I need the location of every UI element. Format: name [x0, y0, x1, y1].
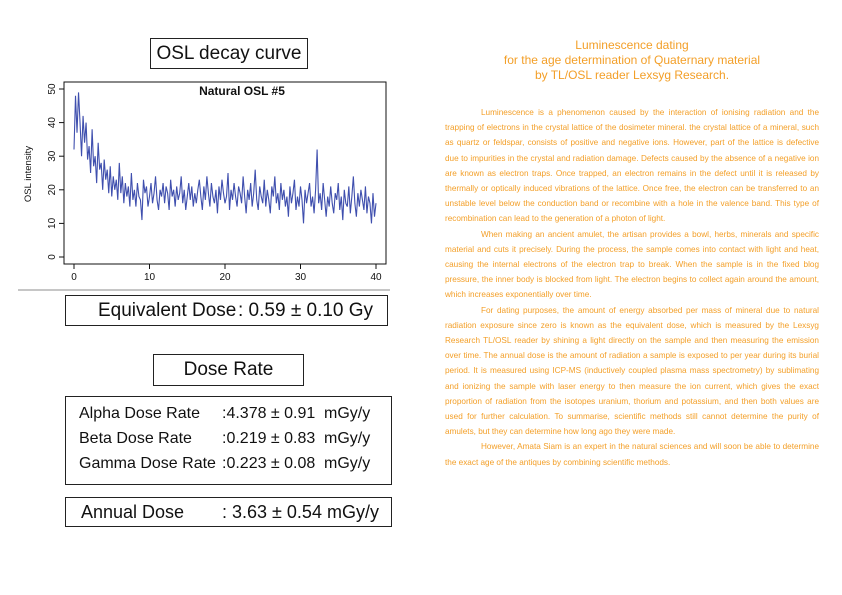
article-paragraph: When making an ancient amulet, the artis…: [445, 229, 819, 300]
x-tick-label: 40: [370, 272, 382, 283]
gamma-dose-rate-label: Gamma Dose Rate: [79, 455, 216, 472]
alpha-dose-rate-value: :4.378 ± 0.91: [222, 405, 316, 422]
osl-series-line: [73, 92, 377, 224]
annual-dose-value: : 3.63 ± 0.54 mGy/y: [222, 502, 379, 522]
y-tick-label: 10: [47, 217, 58, 229]
chart-axes: 0 10 20 30 40 0 10 20 30 40 50: [47, 83, 382, 283]
beta-dose-rate-value: :0.219 ± 0.83: [222, 430, 316, 447]
annual-dose-box: Annual Dose : 3.63 ± 0.54 mGy/y: [65, 497, 392, 527]
article-paragraph: Luminescence is a phenomenon caused by t…: [445, 108, 819, 224]
plot-frame: [63, 81, 387, 265]
article-title: Luminescence dating for the age determin…: [445, 38, 819, 83]
osl-decay-curve-title-text: OSL decay curve: [156, 42, 302, 64]
y-tick-label: 40: [47, 117, 58, 129]
osl-decay-chart: 0 10 20 30 40 0 10 20 30 40 50 Natural OSL #5 OSL …: [18, 81, 390, 291]
x-tick-label: 20: [219, 272, 231, 283]
x-tick-label: 10: [144, 272, 156, 283]
alpha-dose-rate-row: Alpha Dose Rate :4.378 ± 0.91 mGy/y: [79, 405, 389, 427]
dose-rate-title: Dose Rate: [153, 354, 304, 386]
dose-rate-title-text: Dose Rate: [183, 359, 274, 380]
gamma-dose-rate-row: Gamma Dose Rate :0.223 ± 0.08 mGy/y: [79, 455, 389, 477]
beta-dose-rate-label: Beta Dose Rate: [79, 430, 192, 447]
article-paragraph: For dating purposes, the amount of energ…: [445, 305, 819, 437]
y-tick-label: 20: [47, 184, 58, 196]
equivalent-dose-label: Equivalent Dose: [98, 300, 237, 321]
beta-dose-rate-row: Beta Dose Rate :0.219 ± 0.83 mGy/y: [79, 430, 389, 452]
article-paragraph: However, Amata Siam is an expert in the …: [445, 442, 819, 467]
equivalent-dose-box: Equivalent Dose : 0.59 ± 0.10 Gy: [65, 295, 388, 326]
gamma-dose-rate-value: :0.223 ± 0.08: [222, 455, 316, 472]
article-title-line: by TL/OSL reader Lexsyg Research.: [534, 68, 730, 82]
beta-dose-rate-unit: mGy/y: [324, 430, 371, 447]
alpha-dose-rate-label: Alpha Dose Rate: [79, 405, 200, 422]
y-tick-label: 30: [47, 150, 58, 162]
x-tick-label: 30: [295, 272, 307, 283]
y-axis-label: OSL intensity: [23, 146, 34, 202]
article-title-line: Luminescence dating: [575, 38, 689, 52]
y-tick-label: 50: [47, 83, 58, 95]
dose-rates-box: Alpha Dose Rate :4.378 ± 0.91 mGy/y Beta…: [65, 396, 392, 485]
alpha-dose-rate-unit: mGy/y: [324, 405, 371, 422]
article-title-line: for the age determination of Quaternary …: [503, 53, 761, 67]
chart-title: Natural OSL #5: [199, 84, 285, 98]
y-tick-label: 0: [47, 254, 58, 260]
equivalent-dose-value: : 0.59 ± 0.10 Gy: [238, 300, 374, 321]
x-tick-label: 0: [71, 272, 77, 283]
osl-decay-curve-title: OSL decay curve: [150, 38, 308, 69]
article: Luminescence dating for the age determin…: [445, 38, 819, 470]
annual-dose-label: Annual Dose: [81, 502, 185, 522]
gamma-dose-rate-unit: mGy/y: [324, 455, 371, 472]
